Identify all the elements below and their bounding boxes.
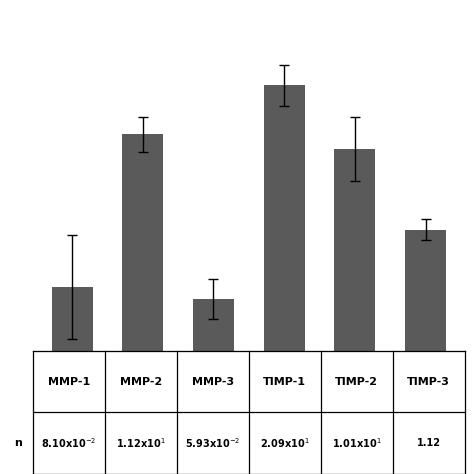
Text: MMP-1: MMP-1 xyxy=(48,376,90,387)
Bar xyxy=(193,299,234,351)
Text: 1.12x10$^{1}$: 1.12x10$^{1}$ xyxy=(116,436,166,450)
Text: TIMP-2: TIMP-2 xyxy=(335,376,378,387)
Text: 5.93x10$^{-2}$: 5.93x10$^{-2}$ xyxy=(185,436,240,450)
Text: MMP-2: MMP-2 xyxy=(120,376,162,387)
Bar xyxy=(52,287,92,351)
Bar xyxy=(335,149,375,351)
Bar xyxy=(264,85,305,351)
Text: 1.01x10$^{1}$: 1.01x10$^{1}$ xyxy=(332,436,382,450)
Text: 2.09x10$^{1}$: 2.09x10$^{1}$ xyxy=(260,436,310,450)
Bar xyxy=(122,134,163,351)
Text: 8.10x10$^{-2}$: 8.10x10$^{-2}$ xyxy=(42,436,97,450)
Text: TIMP-1: TIMP-1 xyxy=(263,376,306,387)
Text: TIMP-3: TIMP-3 xyxy=(407,376,450,387)
Bar xyxy=(405,229,446,351)
Text: 1.12: 1.12 xyxy=(417,438,440,448)
Text: n: n xyxy=(15,438,22,448)
Text: MMP-3: MMP-3 xyxy=(192,376,234,387)
